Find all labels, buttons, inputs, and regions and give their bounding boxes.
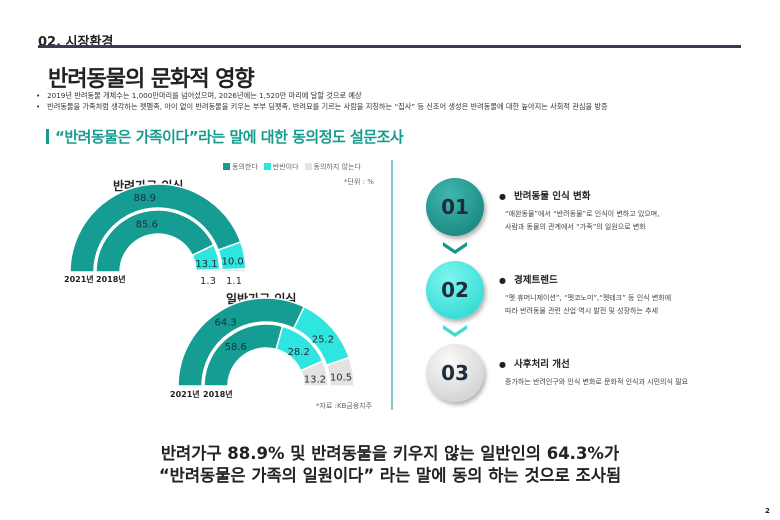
chart1-2018년-segment-1 [95, 209, 215, 273]
chart2-ring-label-2021: 2021년 [170, 390, 200, 399]
page-number: 2 [765, 507, 770, 515]
step-2-desc: “펫 휴머니제이션”, “펫코노미”,“펫테크” 등 인식 변화에 따라 반려동물… [505, 294, 672, 315]
chart2-ring-label-2018: 2018년 [203, 390, 233, 399]
chart1-2018년-label-1: 85.6 [136, 219, 158, 230]
chart2-2018년-segment-3 [299, 360, 329, 387]
divider [391, 160, 393, 410]
step-3-title: 사후처리 개선 [499, 356, 570, 370]
step-2-title: 경제트렌드 [499, 272, 558, 286]
chart2-2021년-label-3: 10.5 [330, 373, 352, 384]
bullet-text: 반려동물을 가족처럼 생각하는 펫펨족, 아이 없이 반려동물을 키우는 부부 … [47, 102, 608, 111]
legend-neutral: 반반이다 [263, 162, 299, 172]
chart2-2021년-label-2: 25.2 [312, 335, 334, 346]
legend-agree: 동의한다 [223, 162, 258, 172]
legend-disagree: 동의하지 않는다 [304, 162, 361, 172]
chart1-2021년-segment-1 [69, 183, 242, 273]
chart1-2021년-segment-3 [221, 268, 247, 273]
subtitle-text: “반려동물은 가족이다”라는 말에 대한 동의정도 설문조사 [55, 128, 404, 146]
chart1-2018년-label-2: 13.1 [195, 259, 217, 270]
chart1-2018년-segment-3 [195, 268, 221, 273]
source-note: *자료 :KB금융지주 [316, 402, 373, 410]
chart1-2021년-label-2: 10.0 [221, 257, 243, 268]
survey-subtitle: “반려동물은 가족이다”라는 말에 대한 동의정도 설문조사 [46, 126, 404, 147]
bullet-text: 2019년 반려동물 개체수는 1,000만마리를 넘어섰으며, 2026년에는… [47, 91, 362, 100]
chart2-2018년-label-3: 13.2 [304, 375, 326, 386]
chart-legend: 동의한다 반반이다 동의하지 않는다 [223, 162, 361, 172]
page-title: 반려동물의 문화적 영향 [48, 67, 255, 92]
step-3-desc: 증가하는 반려인구와 인식 변화로 문화적 인식과 시민의식 필요 [505, 378, 689, 386]
bullet-2: • 반려동물을 가족처럼 생각하는 펫펨족, 아이 없이 반려동물을 키우는 부… [36, 102, 608, 111]
chart1-2021년-label-1: 88.9 [134, 193, 156, 204]
chart2-2018년-label-1: 58.6 [225, 342, 247, 353]
conclusion-line-2: “반려동물은 가족의 일원이다” 라는 말에 동의 하는 것으로 조사됨 [158, 466, 622, 485]
bullet-1: • 2019년 반려동물 개체수는 1,000만마리를 넘어섰으며, 2026년… [36, 91, 362, 100]
accent-bar [46, 129, 49, 144]
chart2-2018년-label-2: 28.2 [288, 347, 310, 358]
step-1-desc: “애완동물”에서 “반려동물”로 인식이 변하고 있으며, 사람과 동물의 관계에… [505, 210, 660, 231]
conclusion-line-1: 반려가구 88.9% 및 반려동물을 키우지 않는 일반인의 64.3%가 [160, 444, 620, 463]
chart1-2018년-label-3: 1.3 [200, 276, 216, 287]
chart2-2021년-label-1: 64.3 [214, 318, 236, 329]
chart1-2021년-label-3: 1.1 [226, 276, 242, 287]
chevron-down-icon [443, 325, 467, 337]
chevron-down-icon [443, 242, 467, 254]
chart2-2021년-segment-3 [325, 356, 355, 387]
unit-note: *단위 : % [344, 178, 374, 186]
chart1-ring-label-2018: 2018년 [96, 275, 126, 284]
step-1-badge: 01 [426, 178, 484, 236]
header-rule [38, 45, 741, 48]
step-3-badge: 03 [426, 344, 484, 402]
chart1-ring-label-2021: 2021년 [64, 275, 94, 284]
step-1-title: 반려동물 인식 변화 [499, 188, 591, 202]
step-2-badge: 02 [426, 261, 484, 319]
